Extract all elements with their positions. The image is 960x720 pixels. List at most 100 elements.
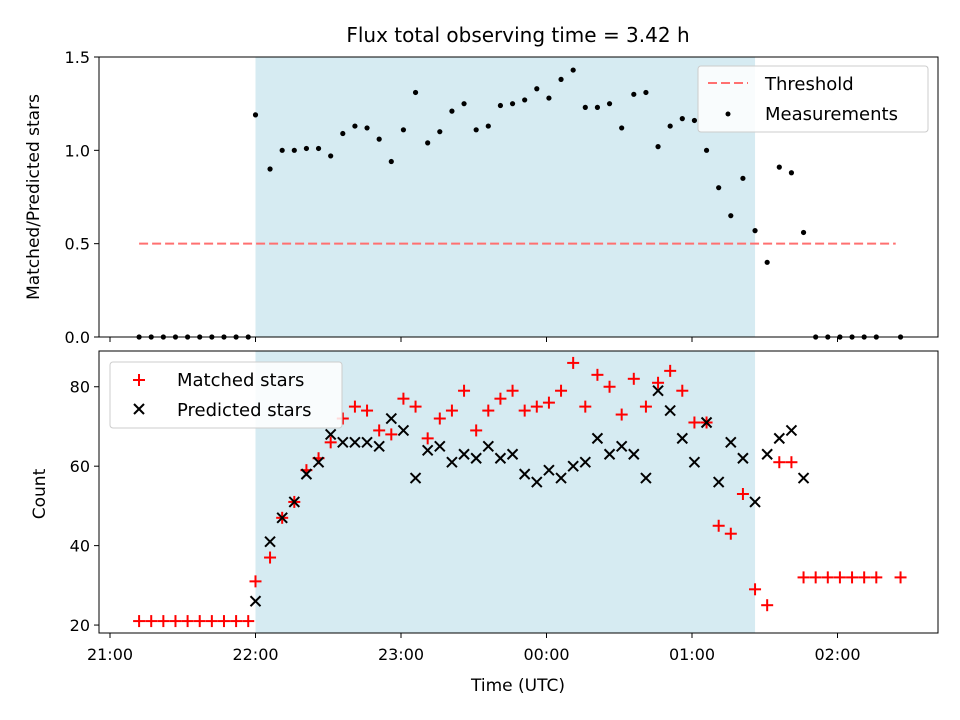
measurement-point bbox=[558, 76, 564, 82]
predicted-star-point bbox=[615, 440, 628, 453]
top-plot-frame bbox=[98, 56, 939, 338]
matched-star-point bbox=[833, 571, 846, 584]
predicted-star-point bbox=[785, 424, 798, 437]
matched-star-point bbox=[555, 384, 568, 397]
predicted-star-point bbox=[773, 432, 786, 445]
matched-star-point bbox=[639, 400, 652, 413]
top-observing-window bbox=[255, 57, 756, 337]
matched-star-point bbox=[242, 615, 255, 628]
measurement-point bbox=[376, 136, 382, 142]
matched-star-point bbox=[858, 571, 871, 584]
top-y-axis-label: Matched/Predicted stars bbox=[24, 94, 44, 300]
matched-star-point bbox=[169, 615, 182, 628]
measurement-point bbox=[643, 89, 649, 96]
predicted-star-point bbox=[276, 512, 288, 524]
predicted-star-point bbox=[300, 468, 313, 480]
legend-measurements-swatch bbox=[725, 111, 731, 117]
measurement-point bbox=[631, 91, 637, 97]
measurement-point bbox=[752, 228, 758, 234]
top-legend: Threshold Measurements bbox=[697, 65, 929, 133]
matched-star-point bbox=[676, 384, 689, 397]
matched-star-point bbox=[712, 519, 725, 532]
predicted-star-point bbox=[361, 436, 373, 449]
measurement-point bbox=[352, 123, 358, 129]
matched-star-point bbox=[433, 412, 446, 425]
matched-star-point bbox=[385, 428, 398, 441]
matched-star-point bbox=[785, 456, 798, 469]
predicted-star-point bbox=[518, 468, 531, 480]
measurement-point bbox=[291, 147, 297, 153]
matched-star-point bbox=[470, 424, 483, 437]
predicted-star-point bbox=[761, 448, 773, 460]
legend-matched-swatch bbox=[133, 374, 145, 386]
predicted-star-point bbox=[700, 416, 713, 429]
matched-star-point bbox=[688, 416, 701, 429]
matched-star-point bbox=[217, 615, 230, 628]
predicted-star-point bbox=[409, 472, 422, 484]
matched-star-point bbox=[205, 615, 218, 628]
measurement-point bbox=[691, 117, 698, 124]
top-panel: 0.0 0.5 1.0 1.5 Flux total observing time =… bbox=[24, 23, 939, 347]
predicted-star-point bbox=[494, 452, 507, 464]
matched-star-point bbox=[409, 400, 422, 413]
matched-star-point bbox=[591, 368, 604, 381]
top-y-ticks: 0.0 0.5 1.0 1.5 bbox=[65, 48, 99, 347]
matched-star-point bbox=[809, 571, 822, 584]
predicted-star-point bbox=[385, 412, 398, 425]
bottom-y-tick-label: 20 bbox=[70, 616, 90, 635]
matched-star-point bbox=[567, 356, 580, 369]
predicted-star-point bbox=[652, 385, 664, 397]
predicted-star-point bbox=[725, 436, 737, 449]
legend-threshold-label: Threshold bbox=[764, 74, 854, 95]
measurement-point bbox=[764, 259, 770, 265]
top-y-tick-label: 1.5 bbox=[65, 48, 90, 67]
matched-star-point bbox=[736, 487, 749, 500]
matched-star-point bbox=[603, 380, 616, 393]
measurement-point bbox=[800, 229, 807, 236]
predicted-star-point bbox=[688, 456, 701, 468]
legend-matched-label: Matched stars bbox=[177, 370, 304, 391]
matched-star-point bbox=[482, 404, 495, 417]
predicted-star-point bbox=[421, 444, 434, 457]
measurement-point bbox=[582, 104, 588, 110]
matched-star-point bbox=[506, 384, 519, 397]
matched-star-point bbox=[494, 392, 507, 405]
measurement-point bbox=[655, 144, 661, 150]
predicted-star-point bbox=[591, 432, 604, 445]
measurement-point bbox=[716, 185, 722, 191]
x-axis-label: Time (UTC) bbox=[470, 676, 565, 696]
x-tick-label: 23:00 bbox=[378, 645, 424, 664]
matched-star-point bbox=[264, 551, 277, 564]
matched-star-point bbox=[894, 571, 907, 584]
bottom-legend-box bbox=[109, 361, 343, 429]
matched-star-point bbox=[821, 571, 834, 584]
matched-star-point bbox=[652, 376, 665, 389]
measurement-point bbox=[679, 116, 685, 122]
measurement-point bbox=[619, 125, 625, 131]
bottom-y-tick-label: 60 bbox=[70, 457, 90, 476]
matched-star-point bbox=[133, 615, 146, 628]
matched-star-point bbox=[181, 615, 194, 628]
matched-star-point bbox=[421, 432, 434, 445]
bottom-y-axis-label: Count bbox=[30, 468, 50, 519]
measurement-point bbox=[497, 102, 504, 109]
top-y-tick-label: 0.0 bbox=[65, 328, 90, 347]
measurement-point bbox=[485, 123, 491, 129]
predicted-star-point bbox=[288, 496, 301, 508]
predicted-star-point bbox=[458, 448, 470, 460]
bottom-y-tick-label: 80 bbox=[70, 378, 90, 397]
predicted-star-point bbox=[482, 440, 495, 453]
measurement-point bbox=[728, 213, 734, 219]
matched-star-point bbox=[797, 571, 810, 584]
predicted-star-point bbox=[579, 456, 592, 468]
matched-star-point bbox=[749, 583, 762, 596]
predicted-star-point bbox=[603, 448, 616, 460]
x-tick-label: 21:00 bbox=[87, 645, 133, 664]
top-y-tick-label: 0.5 bbox=[65, 235, 90, 254]
measurement-point bbox=[279, 147, 285, 153]
bottom-y-ticks: 20 40 60 80 bbox=[70, 378, 99, 635]
measurement-point bbox=[267, 166, 273, 172]
top-y-tick-label: 1.0 bbox=[65, 141, 90, 160]
predicted-star-point bbox=[397, 424, 410, 437]
measurement-point bbox=[570, 67, 576, 73]
